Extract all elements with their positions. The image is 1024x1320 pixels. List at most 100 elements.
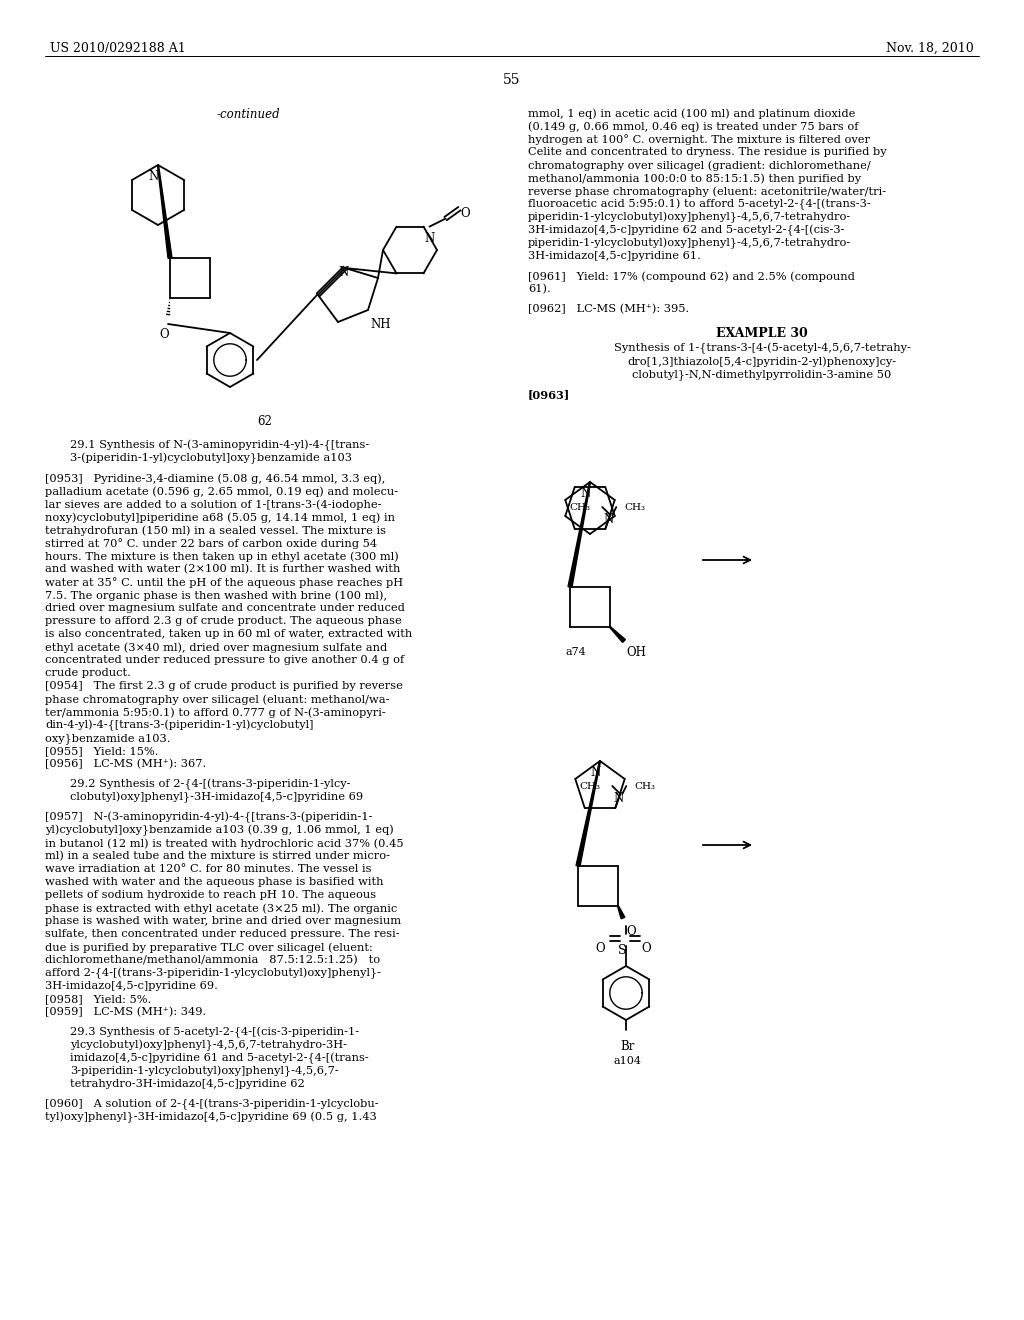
Text: NH: NH: [370, 318, 390, 331]
Text: pressure to afford 2.3 g of crude product. The aqueous phase: pressure to afford 2.3 g of crude produc…: [45, 616, 401, 626]
Text: O: O: [626, 925, 636, 939]
Text: O: O: [595, 942, 605, 954]
Text: S: S: [617, 944, 627, 957]
Text: concentrated under reduced pressure to give another 0.4 g of: concentrated under reduced pressure to g…: [45, 655, 404, 665]
Text: 3H-imidazo[4,5-c]pyridine 61.: 3H-imidazo[4,5-c]pyridine 61.: [528, 251, 700, 261]
Text: tetrahydro-3H-imidazo[4,5-c]pyridine 62: tetrahydro-3H-imidazo[4,5-c]pyridine 62: [70, 1078, 305, 1089]
Text: piperidin-1-ylcyclobutyl)oxy]phenyl}-4,5,6,7-tetrahydro-: piperidin-1-ylcyclobutyl)oxy]phenyl}-4,5…: [528, 238, 851, 249]
Text: washed with water and the aqueous phase is basified with: washed with water and the aqueous phase …: [45, 876, 384, 887]
Text: stirred at 70° C. under 22 bars of carbon oxide during 54: stirred at 70° C. under 22 bars of carbo…: [45, 539, 377, 549]
Text: phase is extracted with ethyl acetate (3×25 ml). The organic: phase is extracted with ethyl acetate (3…: [45, 903, 397, 913]
Text: [0960]   A solution of 2-{4-[(trans-3-piperidin-1-ylcyclobu-: [0960] A solution of 2-{4-[(trans-3-pipe…: [45, 1100, 379, 1110]
Text: O: O: [641, 942, 650, 954]
Text: N: N: [148, 170, 159, 183]
Text: dried over magnesium sulfate and concentrate under reduced: dried over magnesium sulfate and concent…: [45, 603, 404, 612]
Text: phase chromatography over silicagel (eluant: methanol/wa-: phase chromatography over silicagel (elu…: [45, 694, 389, 705]
Text: CH₃: CH₃: [634, 781, 655, 791]
Text: N: N: [581, 487, 591, 500]
Text: tetrahydrofuran (150 ml) in a sealed vessel. The mixture is: tetrahydrofuran (150 ml) in a sealed ves…: [45, 525, 386, 536]
Text: N: N: [339, 267, 349, 279]
Text: fluoroacetic acid 5:95:0.1) to afford 5-acetyl-2-{4-[(trans-3-: fluoroacetic acid 5:95:0.1) to afford 5-…: [528, 199, 870, 210]
Text: [0953]   Pyridine-3,4-diamine (5.08 g, 46.54 mmol, 3.3 eq),: [0953] Pyridine-3,4-diamine (5.08 g, 46.…: [45, 473, 385, 483]
Text: CH₃: CH₃: [625, 503, 645, 512]
Text: 3H-imidazo[4,5-c]pyridine 69.: 3H-imidazo[4,5-c]pyridine 69.: [45, 981, 218, 991]
Text: chromatography over silicagel (gradient: dichloromethane/: chromatography over silicagel (gradient:…: [528, 160, 870, 170]
Text: 62: 62: [258, 414, 272, 428]
Text: ml) in a sealed tube and the mixture is stirred under micro-: ml) in a sealed tube and the mixture is …: [45, 851, 390, 862]
Text: a74: a74: [566, 647, 587, 657]
Text: [0954]   The first 2.3 g of crude product is purified by reverse: [0954] The first 2.3 g of crude product …: [45, 681, 402, 690]
Text: O: O: [461, 207, 470, 219]
Text: (0.149 g, 0.66 mmol, 0.46 eq) is treated under 75 bars of: (0.149 g, 0.66 mmol, 0.46 eq) is treated…: [528, 121, 858, 132]
Text: is also concentrated, taken up in 60 ml of water, extracted with: is also concentrated, taken up in 60 ml …: [45, 630, 413, 639]
Text: [0955]   Yield: 15%.: [0955] Yield: 15%.: [45, 746, 159, 756]
Text: palladium acetate (0.596 g, 2.65 mmol, 0.19 eq) and molecu-: palladium acetate (0.596 g, 2.65 mmol, 0…: [45, 486, 398, 496]
Text: OH: OH: [626, 645, 646, 659]
Text: wave irradiation at 120° C. for 80 minutes. The vessel is: wave irradiation at 120° C. for 80 minut…: [45, 865, 372, 874]
Text: [0957]   N-(3-aminopyridin-4-yl)-4-{[trans-3-(piperidin-1-: [0957] N-(3-aminopyridin-4-yl)-4-{[trans…: [45, 812, 373, 824]
Text: dro[1,3]thiazolo[5,4-c]pyridin-2-yl)phenoxy]cy-: dro[1,3]thiazolo[5,4-c]pyridin-2-yl)phen…: [628, 356, 897, 367]
Text: hydrogen at 100° C. overnight. The mixture is filtered over: hydrogen at 100° C. overnight. The mixtu…: [528, 135, 870, 145]
Text: ylcyclobutyl)oxy]phenyl}-4,5,6,7-tetrahydro-3H-: ylcyclobutyl)oxy]phenyl}-4,5,6,7-tetrahy…: [70, 1040, 347, 1051]
Text: 3H-imidazo[4,5-c]pyridine 62 and 5-acetyl-2-{4-[(cis-3-: 3H-imidazo[4,5-c]pyridine 62 and 5-acety…: [528, 224, 845, 236]
Text: [0959]   LC-MS (MH⁺): 349.: [0959] LC-MS (MH⁺): 349.: [45, 1007, 206, 1018]
Text: hours. The mixture is then taken up in ethyl acetate (300 ml): hours. The mixture is then taken up in e…: [45, 550, 398, 561]
Text: 29.2 Synthesis of 2-{4-[(trans-3-piperidin-1-ylcy-: 29.2 Synthesis of 2-{4-[(trans-3-piperid…: [70, 779, 350, 791]
Text: due is purified by preparative TLC over silicagel (eluent:: due is purified by preparative TLC over …: [45, 942, 373, 953]
Polygon shape: [568, 482, 591, 587]
Text: N: N: [603, 513, 613, 527]
Text: [0962]   LC-MS (MH⁺): 395.: [0962] LC-MS (MH⁺): 395.: [528, 304, 689, 314]
Text: N: N: [591, 766, 601, 779]
Text: imidazo[4,5-c]pyridine 61 and 5-acetyl-2-{4-[(trans-: imidazo[4,5-c]pyridine 61 and 5-acetyl-2…: [70, 1053, 369, 1064]
Text: din-4-yl)-4-{[trans-3-(piperidin-1-yl)cyclobutyl]: din-4-yl)-4-{[trans-3-(piperidin-1-yl)cy…: [45, 719, 313, 731]
Text: oxy}benzamide a103.: oxy}benzamide a103.: [45, 733, 171, 743]
Text: tyl)oxy]phenyl}-3H-imidazo[4,5-c]pyridine 69 (0.5 g, 1.43: tyl)oxy]phenyl}-3H-imidazo[4,5-c]pyridin…: [45, 1111, 377, 1123]
Text: US 2010/0292188 A1: US 2010/0292188 A1: [50, 42, 185, 55]
Text: 3-piperidin-1-ylcyclobutyl)oxy]phenyl}-4,5,6,7-: 3-piperidin-1-ylcyclobutyl)oxy]phenyl}-4…: [70, 1067, 339, 1077]
Text: a104: a104: [614, 1056, 642, 1067]
Text: 29.1 Synthesis of N-(3-aminopyridin-4-yl)-4-{[trans-: 29.1 Synthesis of N-(3-aminopyridin-4-yl…: [70, 440, 370, 451]
Text: and washed with water (2×100 ml). It is further washed with: and washed with water (2×100 ml). It is …: [45, 564, 400, 574]
Text: water at 35° C. until the pH of the aqueous phase reaches pH: water at 35° C. until the pH of the aque…: [45, 577, 403, 587]
Text: 29.3 Synthesis of 5-acetyl-2-{4-[(cis-3-piperidin-1-: 29.3 Synthesis of 5-acetyl-2-{4-[(cis-3-…: [70, 1027, 359, 1039]
Text: [0956]   LC-MS (MH⁺): 367.: [0956] LC-MS (MH⁺): 367.: [45, 759, 206, 770]
Text: O: O: [159, 327, 169, 341]
Text: EXAMPLE 30: EXAMPLE 30: [716, 327, 808, 341]
Text: -continued: -continued: [216, 108, 280, 121]
Text: yl)cyclobutyl]oxy}benzamide a103 (0.39 g, 1.06 mmol, 1 eq): yl)cyclobutyl]oxy}benzamide a103 (0.39 g…: [45, 825, 394, 837]
Text: pellets of sodium hydroxide to reach pH 10. The aqueous: pellets of sodium hydroxide to reach pH …: [45, 890, 376, 900]
Text: sulfate, then concentrated under reduced pressure. The resi-: sulfate, then concentrated under reduced…: [45, 929, 399, 939]
Text: clobutyl}-N,N-dimethylpyrrolidin-3-amine 50: clobutyl}-N,N-dimethylpyrrolidin-3-amine…: [633, 370, 892, 380]
Text: N: N: [425, 231, 435, 244]
Text: 7.5. The organic phase is then washed with brine (100 ml),: 7.5. The organic phase is then washed wi…: [45, 590, 387, 601]
Text: CH₃: CH₃: [569, 503, 590, 512]
Text: phase is washed with water, brine and dried over magnesium: phase is washed with water, brine and dr…: [45, 916, 401, 927]
Text: N: N: [613, 792, 624, 805]
Text: [0958]   Yield: 5%.: [0958] Yield: 5%.: [45, 994, 152, 1005]
Text: reverse phase chromatography (eluent: acetonitrile/water/tri-: reverse phase chromatography (eluent: ac…: [528, 186, 886, 197]
Text: ter/ammonia 5:95:0.1) to afford 0.777 g of N-(3-aminopyri-: ter/ammonia 5:95:0.1) to afford 0.777 g …: [45, 708, 386, 718]
Text: noxy)cyclobutyl]piperidine a68 (5.05 g, 14.14 mmol, 1 eq) in: noxy)cyclobutyl]piperidine a68 (5.05 g, …: [45, 512, 395, 523]
Text: Br: Br: [620, 1040, 635, 1053]
Text: 55: 55: [503, 73, 521, 87]
Text: piperidin-1-ylcyclobutyl)oxy]phenyl}-4,5,6,7-tetrahydro-: piperidin-1-ylcyclobutyl)oxy]phenyl}-4,5…: [528, 213, 851, 223]
Text: mmol, 1 eq) in acetic acid (100 ml) and platinum dioxide: mmol, 1 eq) in acetic acid (100 ml) and …: [528, 108, 855, 119]
Text: dichloromethane/methanol/ammonia   87.5:12.5:1.25)   to: dichloromethane/methanol/ammonia 87.5:12…: [45, 954, 380, 965]
Text: Nov. 18, 2010: Nov. 18, 2010: [886, 42, 974, 55]
Text: lar sieves are added to a solution of 1-[trans-3-(4-iodophe-: lar sieves are added to a solution of 1-…: [45, 499, 382, 510]
Text: afford 2-{4-[(trans-3-piperidin-1-ylcyclobutyl)oxy]phenyl}-: afford 2-{4-[(trans-3-piperidin-1-ylcycl…: [45, 968, 381, 979]
Text: 3-(piperidin-1-yl)cyclobutyl]oxy}benzamide a103: 3-(piperidin-1-yl)cyclobutyl]oxy}benzami…: [70, 453, 352, 465]
Polygon shape: [617, 906, 625, 919]
Text: 61).: 61).: [528, 284, 551, 294]
Text: CH₃: CH₃: [580, 781, 600, 791]
Polygon shape: [577, 760, 600, 866]
Text: clobutyl)oxy]phenyl}-3H-imidazo[4,5-c]pyridine 69: clobutyl)oxy]phenyl}-3H-imidazo[4,5-c]py…: [70, 792, 364, 804]
Polygon shape: [609, 627, 626, 643]
Text: in butanol (12 ml) is treated with hydrochloric acid 37% (0.45: in butanol (12 ml) is treated with hydro…: [45, 838, 403, 849]
Text: [0961]   Yield: 17% (compound 62) and 2.5% (compound: [0961] Yield: 17% (compound 62) and 2.5%…: [528, 271, 855, 281]
Text: methanol/ammonia 100:0:0 to 85:15:1.5) then purified by: methanol/ammonia 100:0:0 to 85:15:1.5) t…: [528, 173, 861, 183]
Text: [0963]: [0963]: [528, 389, 570, 400]
Text: Synthesis of 1-{trans-3-[4-(5-acetyl-4,5,6,7-tetrahy-: Synthesis of 1-{trans-3-[4-(5-acetyl-4,5…: [613, 343, 910, 354]
Text: Celite and concentrated to dryness. The residue is purified by: Celite and concentrated to dryness. The …: [528, 147, 887, 157]
Text: crude product.: crude product.: [45, 668, 131, 678]
